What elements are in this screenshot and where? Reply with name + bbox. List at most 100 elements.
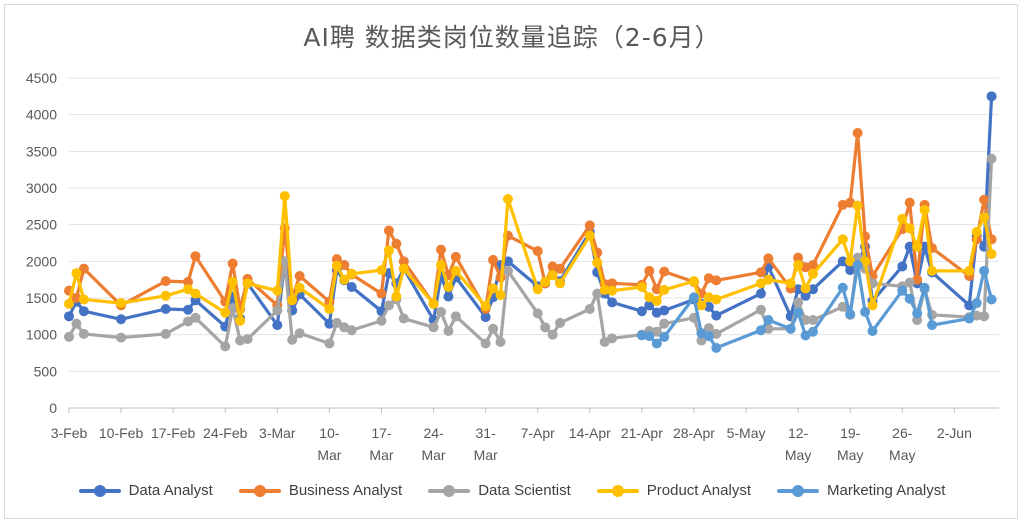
data-point [845,256,856,267]
data-point [711,342,722,353]
legend-entry: Business Analyst [238,482,402,499]
series-marketing-analyst [636,260,997,353]
data-point [272,285,283,296]
data-point [688,292,699,303]
data-point [852,200,863,211]
data-point [376,315,387,326]
data-point [808,326,818,337]
data-point [696,300,707,311]
x-tick-label: 14-Apr [569,425,611,441]
data-point [183,284,194,295]
x-tick-label: 10-Mar [317,425,341,463]
data-point [964,313,975,324]
data-point [160,328,171,339]
data-point [547,270,558,281]
data-point [808,268,818,279]
x-tick-label: 24-Mar [421,425,445,463]
data-point [272,305,283,316]
y-tick-label: 1000 [26,327,57,343]
data-point [986,91,997,102]
data-point [443,291,454,302]
data-point [480,301,491,312]
y-tick-label: 4000 [26,107,57,123]
data-point [339,274,350,285]
data-point [488,254,499,265]
data-point [800,283,811,294]
data-point [860,256,871,267]
series-group [64,91,997,353]
data-point [324,304,335,314]
data-point [279,191,290,202]
data-point [183,316,194,327]
data-point [644,292,655,303]
data-point [78,263,89,274]
data-point [703,331,714,342]
y-tick-label: 1500 [26,290,57,306]
data-point [495,337,506,347]
data-point [979,194,990,205]
data-point [450,311,461,322]
x-tick-label: 19-May [837,425,863,463]
data-point [607,333,618,344]
data-point [904,293,915,304]
data-point [160,276,171,287]
legend: Data Analyst Business Analyst Data Scienti… [0,482,1024,499]
chart-title: AI聘 数据类岗位数量追踪（2-6月） [303,23,721,52]
data-point [793,252,804,263]
data-point [800,290,811,301]
data-point [220,341,231,352]
data-point [755,288,766,299]
data-point [755,325,766,336]
data-point [711,310,722,321]
data-point [480,312,491,323]
data-point [845,309,856,320]
data-point [78,306,89,317]
data-point [644,265,655,276]
data-point [651,295,662,306]
data-point [607,297,618,308]
data-point [488,283,499,294]
line-chart: 0 500 1000 1500 2000 2500 3000 3500 4000 4500 3-F… [26,70,999,463]
x-axis: 3-Feb 10-Feb 17-Feb 24-Feb 3-Mar 10-Mar 17-Mar… [51,408,972,463]
data-point [979,212,990,223]
data-point [294,271,305,281]
data-point [659,318,670,329]
x-tick-label: 10-Feb [99,425,144,441]
data-point [599,337,610,347]
data-point [867,326,878,336]
x-tick-label: 12-May [785,425,811,463]
data-point [346,282,357,292]
x-tick-label: 24-Feb [203,425,248,441]
data-point [532,246,543,257]
data-point [331,260,342,271]
y-tick-label: 0 [49,400,57,416]
data-point [287,334,298,345]
data-point [651,326,662,337]
data-point [912,308,923,319]
data-point [837,234,848,245]
legend-swatch [428,484,471,497]
legend-label: Data Scientist [478,482,571,499]
x-tick-label: 21-Apr [621,425,663,441]
data-point [793,260,804,270]
data-point [398,313,409,324]
y-axis: 0 500 1000 1500 2000 2500 3000 3500 4000 4500 [26,70,57,416]
data-point [383,245,394,256]
data-point [592,288,603,299]
data-point [502,265,513,276]
data-point [852,128,863,138]
data-point [971,227,982,237]
data-point [183,304,194,315]
series-line [641,263,994,350]
data-point [376,265,387,276]
x-tick-label: 17-Feb [151,425,196,441]
legend-swatch [238,484,281,497]
data-point [755,304,766,315]
data-point [919,205,930,215]
data-point [428,298,439,309]
y-tick-label: 2000 [26,253,57,269]
data-point [540,276,551,287]
data-point [116,332,127,343]
data-point [584,304,595,314]
data-point [324,338,335,349]
